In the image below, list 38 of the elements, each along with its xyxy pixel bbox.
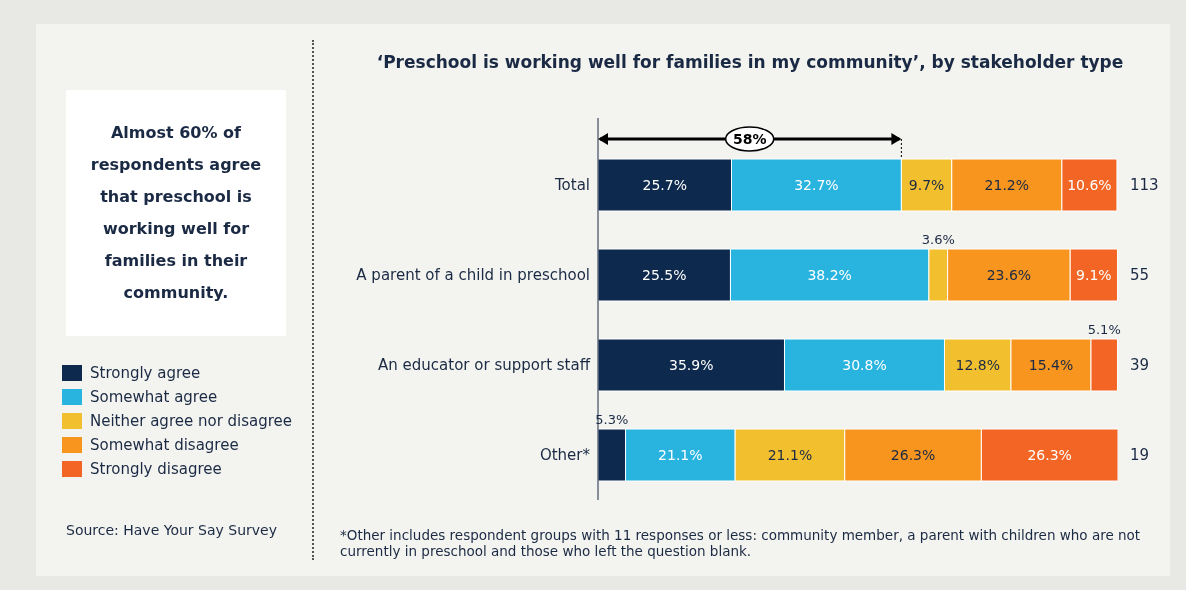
- y-tick-label: An educator or support staff: [378, 356, 591, 375]
- data-label: 35.9%: [669, 357, 714, 373]
- data-label: 21.1%: [767, 447, 813, 463]
- data-label: 9.7%: [908, 177, 945, 193]
- data-label: 15.4%: [1028, 357, 1074, 373]
- data-label: 38.2%: [807, 267, 852, 283]
- chart-title: ‘Preschool is working well for families in my community’, by stakeholder type: [375, 52, 1125, 72]
- legend-label: Strongly agree: [90, 364, 201, 382]
- source-note: Source: Have Your Say Survey: [66, 522, 278, 538]
- data-label: 21.1%: [658, 447, 703, 463]
- y-tick-label: A parent of a child in preschool: [356, 266, 590, 285]
- data-label: 12.8%: [955, 357, 1000, 373]
- legend-label: Somewhat agree: [90, 388, 218, 406]
- annotation: 58%: [732, 131, 767, 147]
- data-label: 25.7%: [642, 177, 687, 193]
- data-label: 26.3%: [1027, 447, 1072, 463]
- data-label: 5.3%: [595, 411, 629, 427]
- text: 19: [1130, 446, 1150, 464]
- y-tick-label: Total: [553, 176, 590, 195]
- text: 39: [1130, 356, 1150, 374]
- data-label: 26.3%: [890, 447, 936, 463]
- data-label: 3.6%: [921, 231, 955, 247]
- data-label: 30.8%: [842, 357, 887, 373]
- data-label: 25.5%: [641, 267, 687, 283]
- data-label: 23.6%: [986, 267, 1032, 283]
- legend-label: Somewhat disagree: [90, 436, 239, 454]
- legend-label: Neither agree nor disagree: [90, 412, 293, 430]
- text: 55: [1130, 266, 1150, 284]
- data-label: 32.7%: [794, 177, 839, 193]
- data-label: 10.6%: [1067, 177, 1112, 193]
- text: 113: [1130, 176, 1159, 194]
- data-label: 9.1%: [1076, 267, 1112, 283]
- legend-label: Strongly disagree: [90, 460, 222, 478]
- text: Almost 60% of respondents agree that preschool is working well for families in their community.: [66, 90, 286, 336]
- data-label: 5.1%: [1087, 321, 1121, 337]
- data-label: 21.2%: [984, 177, 1030, 193]
- y-tick-label: Other*: [539, 446, 591, 465]
- text: *Other includes respondent groups with 11 responses or less: community member, a parent with children who are not currently in preschool and those who left the question blank.: [340, 527, 1142, 559]
